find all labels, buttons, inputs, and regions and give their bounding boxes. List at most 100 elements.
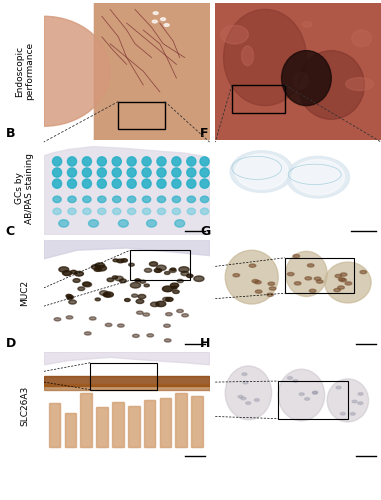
Ellipse shape	[187, 179, 196, 188]
Bar	[112, 402, 124, 446]
Ellipse shape	[128, 208, 136, 214]
Ellipse shape	[68, 208, 76, 214]
Ellipse shape	[118, 324, 124, 327]
Ellipse shape	[67, 179, 77, 188]
Ellipse shape	[97, 179, 106, 188]
Ellipse shape	[98, 208, 106, 214]
Ellipse shape	[340, 278, 346, 281]
Text: H: H	[200, 337, 210, 350]
Ellipse shape	[95, 298, 100, 301]
Ellipse shape	[143, 313, 150, 316]
Ellipse shape	[225, 366, 272, 420]
Ellipse shape	[175, 220, 185, 227]
Text: MUC2: MUC2	[20, 280, 29, 306]
Ellipse shape	[172, 157, 181, 166]
Ellipse shape	[85, 332, 91, 335]
Bar	[90, 363, 157, 390]
Ellipse shape	[177, 310, 183, 312]
Ellipse shape	[340, 412, 345, 415]
Ellipse shape	[166, 312, 172, 316]
Ellipse shape	[173, 290, 179, 294]
Ellipse shape	[286, 252, 327, 296]
Ellipse shape	[345, 282, 352, 285]
Ellipse shape	[132, 294, 138, 298]
Ellipse shape	[241, 397, 246, 400]
Ellipse shape	[302, 22, 312, 27]
Ellipse shape	[157, 168, 166, 177]
Ellipse shape	[287, 156, 349, 198]
Ellipse shape	[97, 168, 106, 177]
Ellipse shape	[291, 160, 344, 194]
Polygon shape	[44, 352, 210, 365]
Text: Endoscopic
performance: Endoscopic performance	[15, 42, 34, 100]
Ellipse shape	[69, 300, 76, 304]
Ellipse shape	[62, 270, 72, 276]
Ellipse shape	[90, 317, 96, 320]
Ellipse shape	[350, 412, 355, 415]
Ellipse shape	[103, 293, 110, 297]
Ellipse shape	[67, 296, 73, 300]
Ellipse shape	[346, 78, 374, 90]
Bar	[80, 393, 92, 446]
Ellipse shape	[293, 254, 299, 258]
Ellipse shape	[154, 268, 162, 272]
Ellipse shape	[162, 286, 173, 292]
Ellipse shape	[142, 179, 151, 188]
Ellipse shape	[135, 279, 141, 282]
Ellipse shape	[249, 264, 256, 268]
Ellipse shape	[142, 196, 151, 202]
Polygon shape	[44, 146, 210, 234]
Ellipse shape	[246, 402, 251, 404]
Ellipse shape	[200, 168, 209, 177]
Ellipse shape	[221, 26, 248, 44]
Ellipse shape	[142, 157, 151, 166]
Bar	[176, 394, 187, 446]
Ellipse shape	[295, 282, 301, 285]
Ellipse shape	[358, 392, 363, 396]
Ellipse shape	[144, 268, 152, 272]
Ellipse shape	[127, 168, 136, 177]
Bar	[113, 402, 123, 446]
Ellipse shape	[242, 373, 247, 376]
Ellipse shape	[136, 311, 143, 314]
Bar	[144, 400, 155, 446]
Ellipse shape	[142, 208, 151, 214]
Ellipse shape	[157, 157, 166, 166]
Ellipse shape	[294, 72, 309, 89]
Ellipse shape	[75, 272, 83, 276]
Ellipse shape	[360, 270, 367, 274]
Ellipse shape	[112, 157, 121, 166]
Ellipse shape	[121, 258, 127, 262]
Ellipse shape	[150, 302, 159, 306]
Ellipse shape	[238, 396, 243, 398]
Ellipse shape	[163, 298, 170, 301]
Bar	[66, 413, 75, 446]
Ellipse shape	[82, 157, 91, 166]
Ellipse shape	[172, 196, 181, 202]
Ellipse shape	[255, 290, 262, 293]
Bar	[81, 393, 91, 446]
Ellipse shape	[255, 280, 261, 284]
Ellipse shape	[307, 264, 314, 267]
Ellipse shape	[73, 278, 80, 282]
Ellipse shape	[230, 151, 293, 192]
Bar	[49, 404, 61, 446]
Ellipse shape	[144, 284, 149, 287]
Bar	[44, 384, 210, 390]
Ellipse shape	[142, 168, 151, 177]
Ellipse shape	[78, 287, 85, 290]
Bar	[129, 406, 139, 446]
Ellipse shape	[187, 157, 196, 166]
Text: GCs by
AB/PAS staining: GCs by AB/PAS staining	[15, 153, 34, 224]
Ellipse shape	[338, 286, 344, 289]
Ellipse shape	[53, 208, 61, 214]
Ellipse shape	[164, 24, 169, 26]
Ellipse shape	[170, 268, 176, 271]
Ellipse shape	[82, 179, 91, 188]
Ellipse shape	[138, 294, 146, 298]
Ellipse shape	[128, 196, 136, 202]
Ellipse shape	[83, 282, 91, 287]
Ellipse shape	[165, 272, 170, 274]
Ellipse shape	[177, 280, 183, 282]
Ellipse shape	[335, 274, 342, 278]
